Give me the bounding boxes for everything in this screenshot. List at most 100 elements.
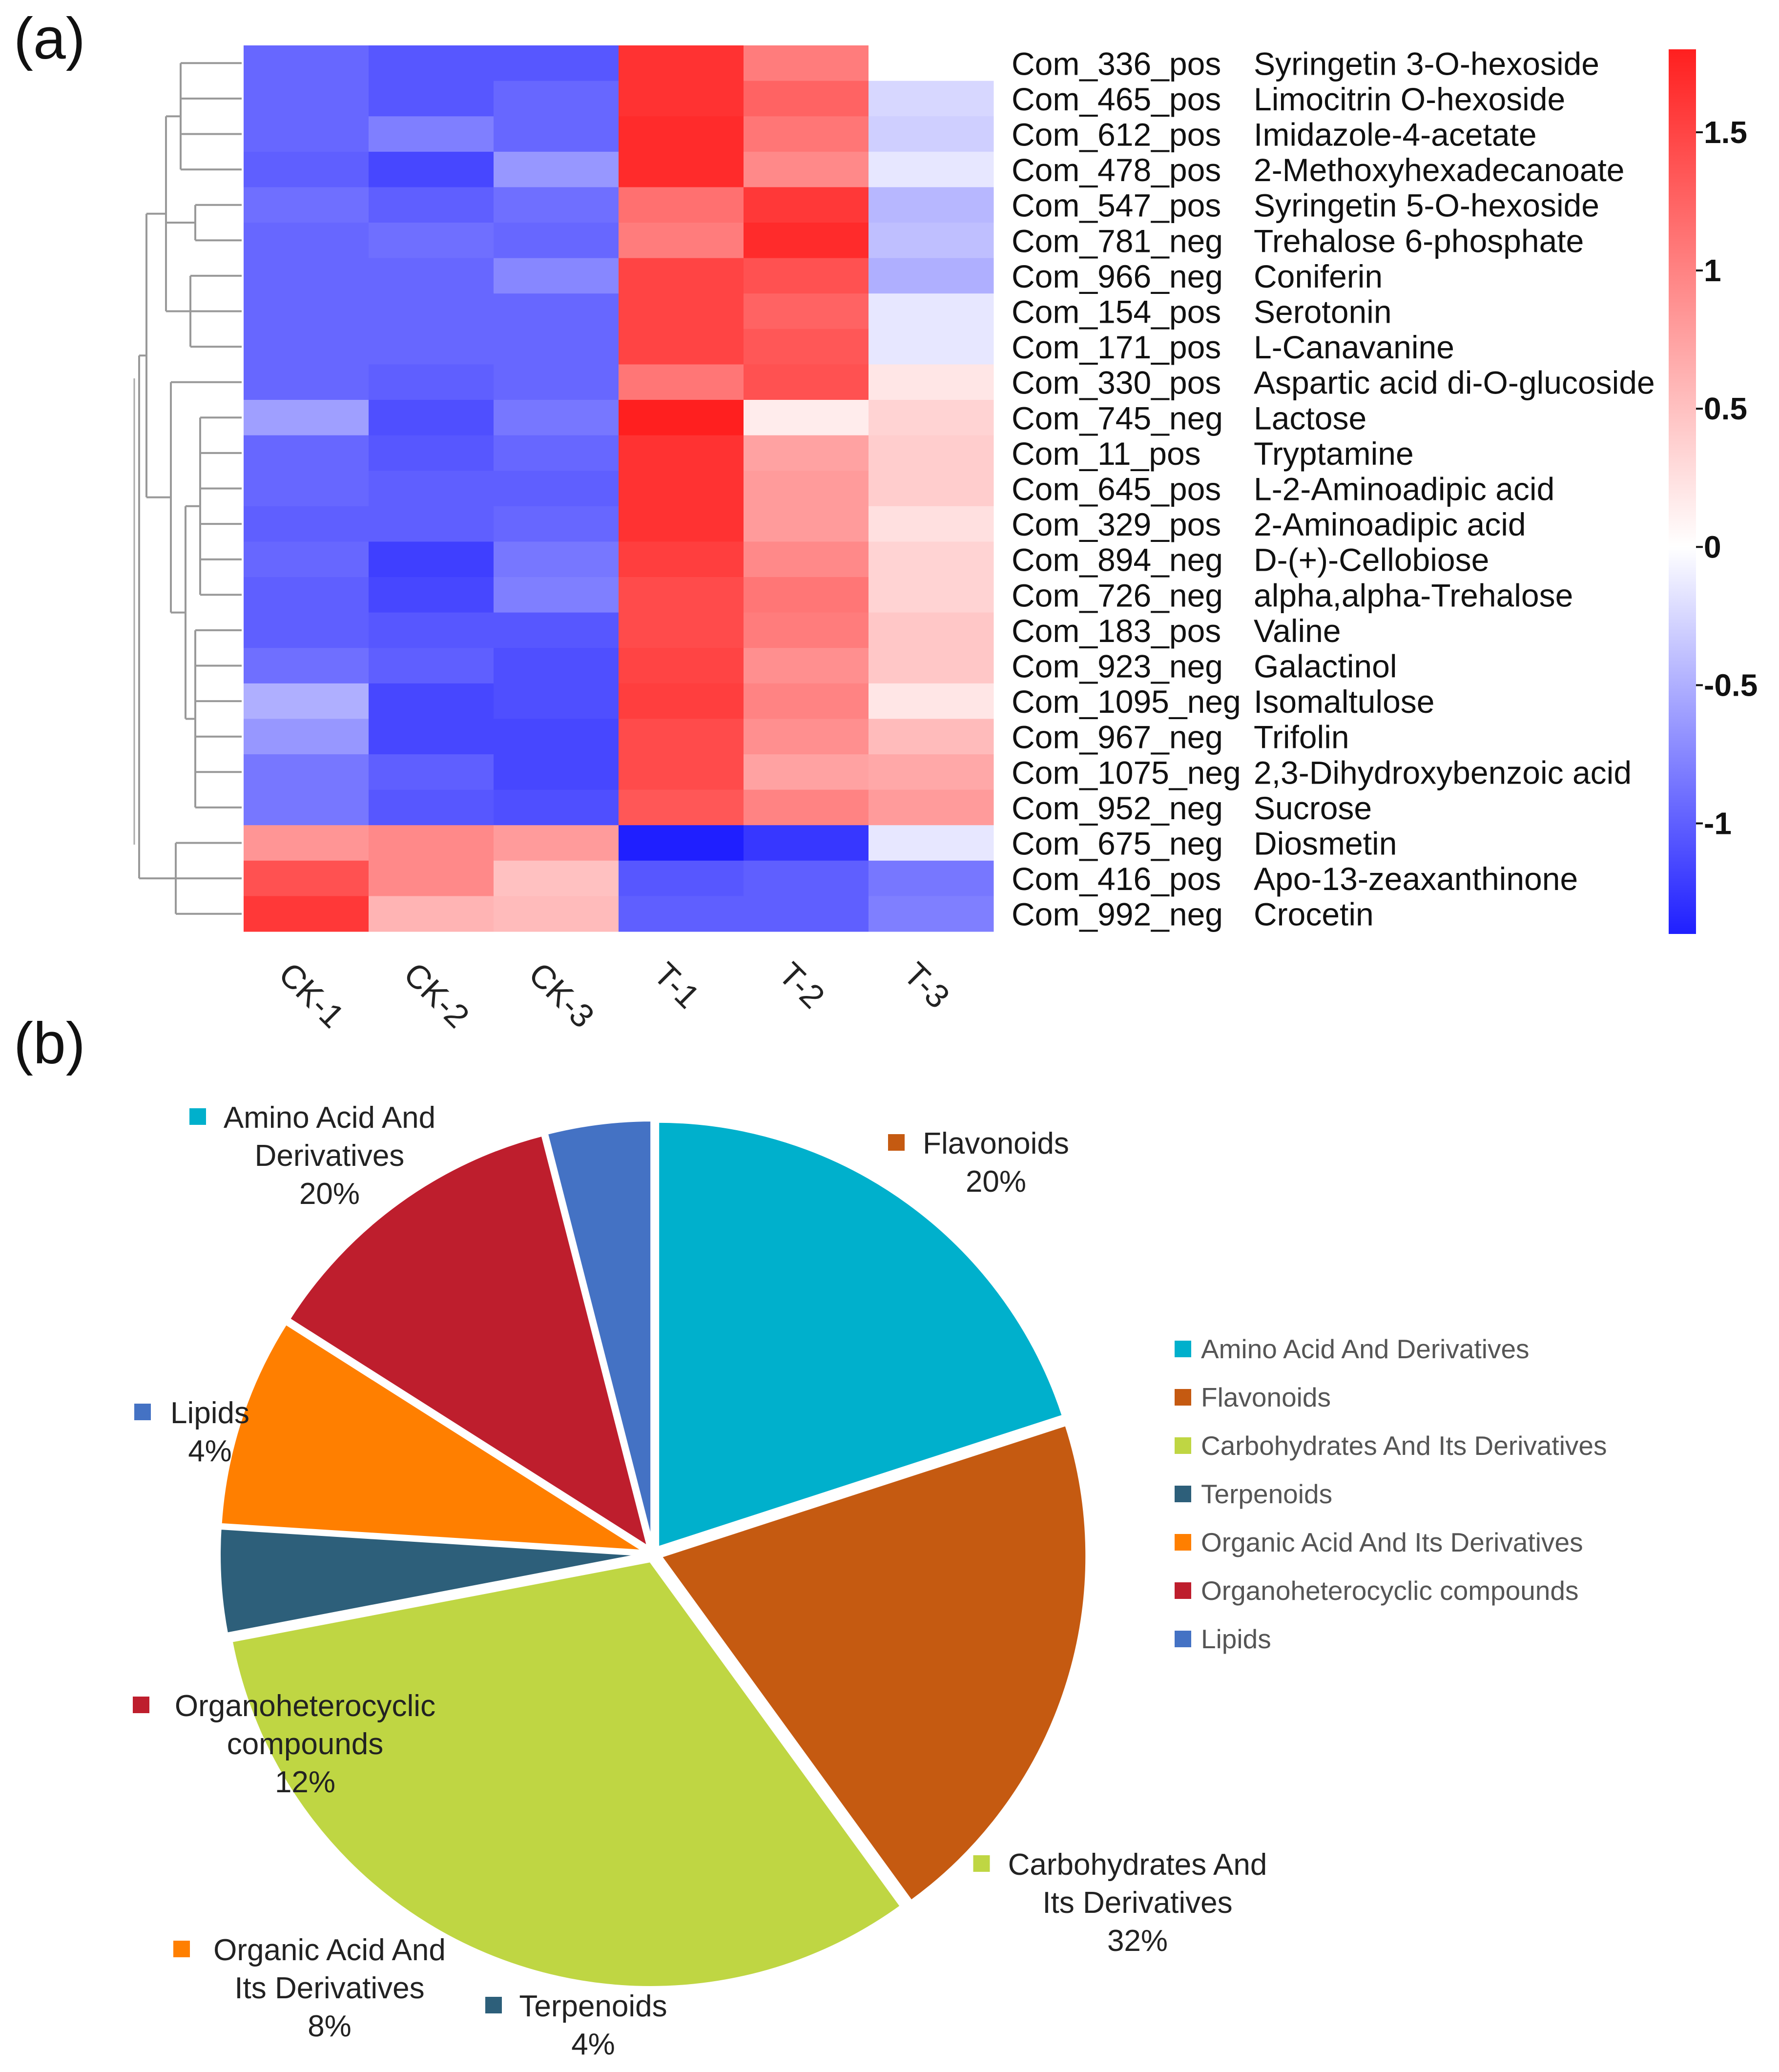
pie-annotation-text: Carbohydrates And [1008,1848,1267,1882]
row-dendrogram [133,62,242,915]
heatmap-cell [244,683,369,719]
heatmap-cell [244,577,369,613]
heatmap-row-id: Com_952_neg [1012,790,1223,826]
heatmap-cell [869,223,994,259]
heatmap-cell [494,81,619,117]
heatmap-cell [619,754,744,790]
heatmap-row-id: Com_781_neg [1012,223,1223,259]
heatmap-row-id: Com_336_pos [1012,45,1221,82]
pie-annotation-text: Terpenoids [519,1989,667,2023]
heatmap-cell [744,329,869,365]
heatmap-cell [619,364,744,400]
heatmap-row-name: Tryptamine [1254,435,1414,472]
heatmap-cell [369,223,494,259]
heatmap-cell [619,648,744,684]
heatmap-row-name: L-Canavanine [1254,329,1454,365]
heatmap-row-id: Com_329_pos [1012,506,1221,542]
heatmap-row-id: Com_11_pos [1012,435,1201,472]
pie-annotation-swatch [888,1134,905,1151]
heatmap-cell [619,400,744,436]
heatmap-cell [619,293,744,330]
heatmap-cell [244,223,369,259]
pie-slice [228,1558,905,1990]
heatmap-cell [619,435,744,471]
heatmap-cell [619,825,744,861]
pie-legend: Amino Acid And Derivatives Flavonoids Carb… [1175,1334,1607,1654]
heatmap-row-id: Com_745_neg [1012,400,1223,436]
heatmap-cell [244,648,369,684]
heatmap-cell [369,754,494,790]
heatmap-row-id: Com_726_neg [1012,577,1223,613]
heatmap-cell [244,116,369,152]
heatmap-cell [869,896,994,932]
legend-swatch [1175,1582,1191,1599]
heatmap-cell [869,81,994,117]
heatmap-cell [869,648,994,684]
heatmap-row-name: Isomaltulose [1254,684,1435,720]
heatmap-column-label: T-2 [771,955,831,1015]
heatmap-cell [244,329,369,365]
heatmap-cell [494,435,619,471]
heatmap-cell [369,364,494,400]
heatmap-cell [369,506,494,542]
heatmap-cell [244,719,369,755]
heatmap-row-id: Com_1095_neg [1012,684,1241,720]
heatmap-cell [369,825,494,861]
heatmap-cell [619,329,744,365]
heatmap-cell [869,789,994,826]
heatmap-row-name: 2-Methoxyhexadecanoate [1254,152,1625,188]
heatmap-cell [369,329,494,365]
heatmap-cell [369,435,494,471]
pie-annotation-percent: 4% [188,1434,232,1468]
heatmap-row-id: Com_966_neg [1012,258,1223,294]
heatmap-cell [244,81,369,117]
heatmap-cell [744,151,869,187]
heatmap-cell [744,223,869,259]
heatmap-cell [869,541,994,578]
pie-legend-item: Carbohydrates And Its Derivatives [1175,1430,1607,1461]
pie-annotation-text: Amino Acid And [224,1101,435,1135]
heatmap-cell [619,81,744,117]
heatmap-cell [869,116,994,152]
heatmap-row-labels: Com_336_pos Syringetin 3-O-hexoside Com_46… [1002,37,1655,935]
heatmap-row-id: Com_183_pos [1012,613,1221,649]
heatmap-row-name: Trifolin [1254,719,1349,755]
heatmap-cell [869,577,994,613]
heatmap-cell [369,258,494,294]
pie-annotation-percent: 32% [1107,1924,1168,1958]
heatmap-cell [494,577,619,613]
pie-legend-item: Amino Acid And Derivatives [1175,1334,1530,1364]
pie-slice-annotation: Flavonoids 20% [888,1127,1069,1199]
heatmap-cell [244,364,369,400]
heatmap-cell [619,151,744,187]
heatmap-cell [619,258,744,294]
heatmap-cell [369,577,494,613]
heatmap-cell [619,187,744,223]
heatmap-cell [744,81,869,117]
heatmap-column-label: CK-2 [396,955,476,1035]
legend-label: Organoheterocyclic compounds [1201,1575,1578,1606]
legend-swatch [1175,1389,1191,1406]
heatmap-row-name: Galactinol [1254,648,1397,684]
heatmap-cell [494,719,619,755]
legend-swatch [1175,1534,1191,1551]
pie-legend-item: Terpenoids [1175,1479,1332,1509]
heatmap-row-id: Com_465_pos [1012,81,1221,117]
pie-annotation-swatch [133,1697,149,1713]
heatmap-cell [494,187,619,223]
heatmap-cell [494,400,619,436]
heatmap-cell [369,400,494,436]
heatmap-cell [744,364,869,400]
heatmap-cell [244,293,369,330]
heatmap-cell [744,577,869,613]
heatmap-cell [494,896,619,932]
pie-slice-annotation: Lipids 4% [134,1396,249,1468]
pie-annotation-percent: 20% [299,1177,360,1211]
heatmap-cell [869,329,994,365]
heatmap-cell [494,116,619,152]
heatmap-cell [494,789,619,826]
heatmap-row-name: D-(+)-Cellobiose [1254,542,1489,578]
heatmap-row-name: Serotonin [1254,294,1392,330]
heatmap-cell [244,400,369,436]
heatmap-cell [369,116,494,152]
